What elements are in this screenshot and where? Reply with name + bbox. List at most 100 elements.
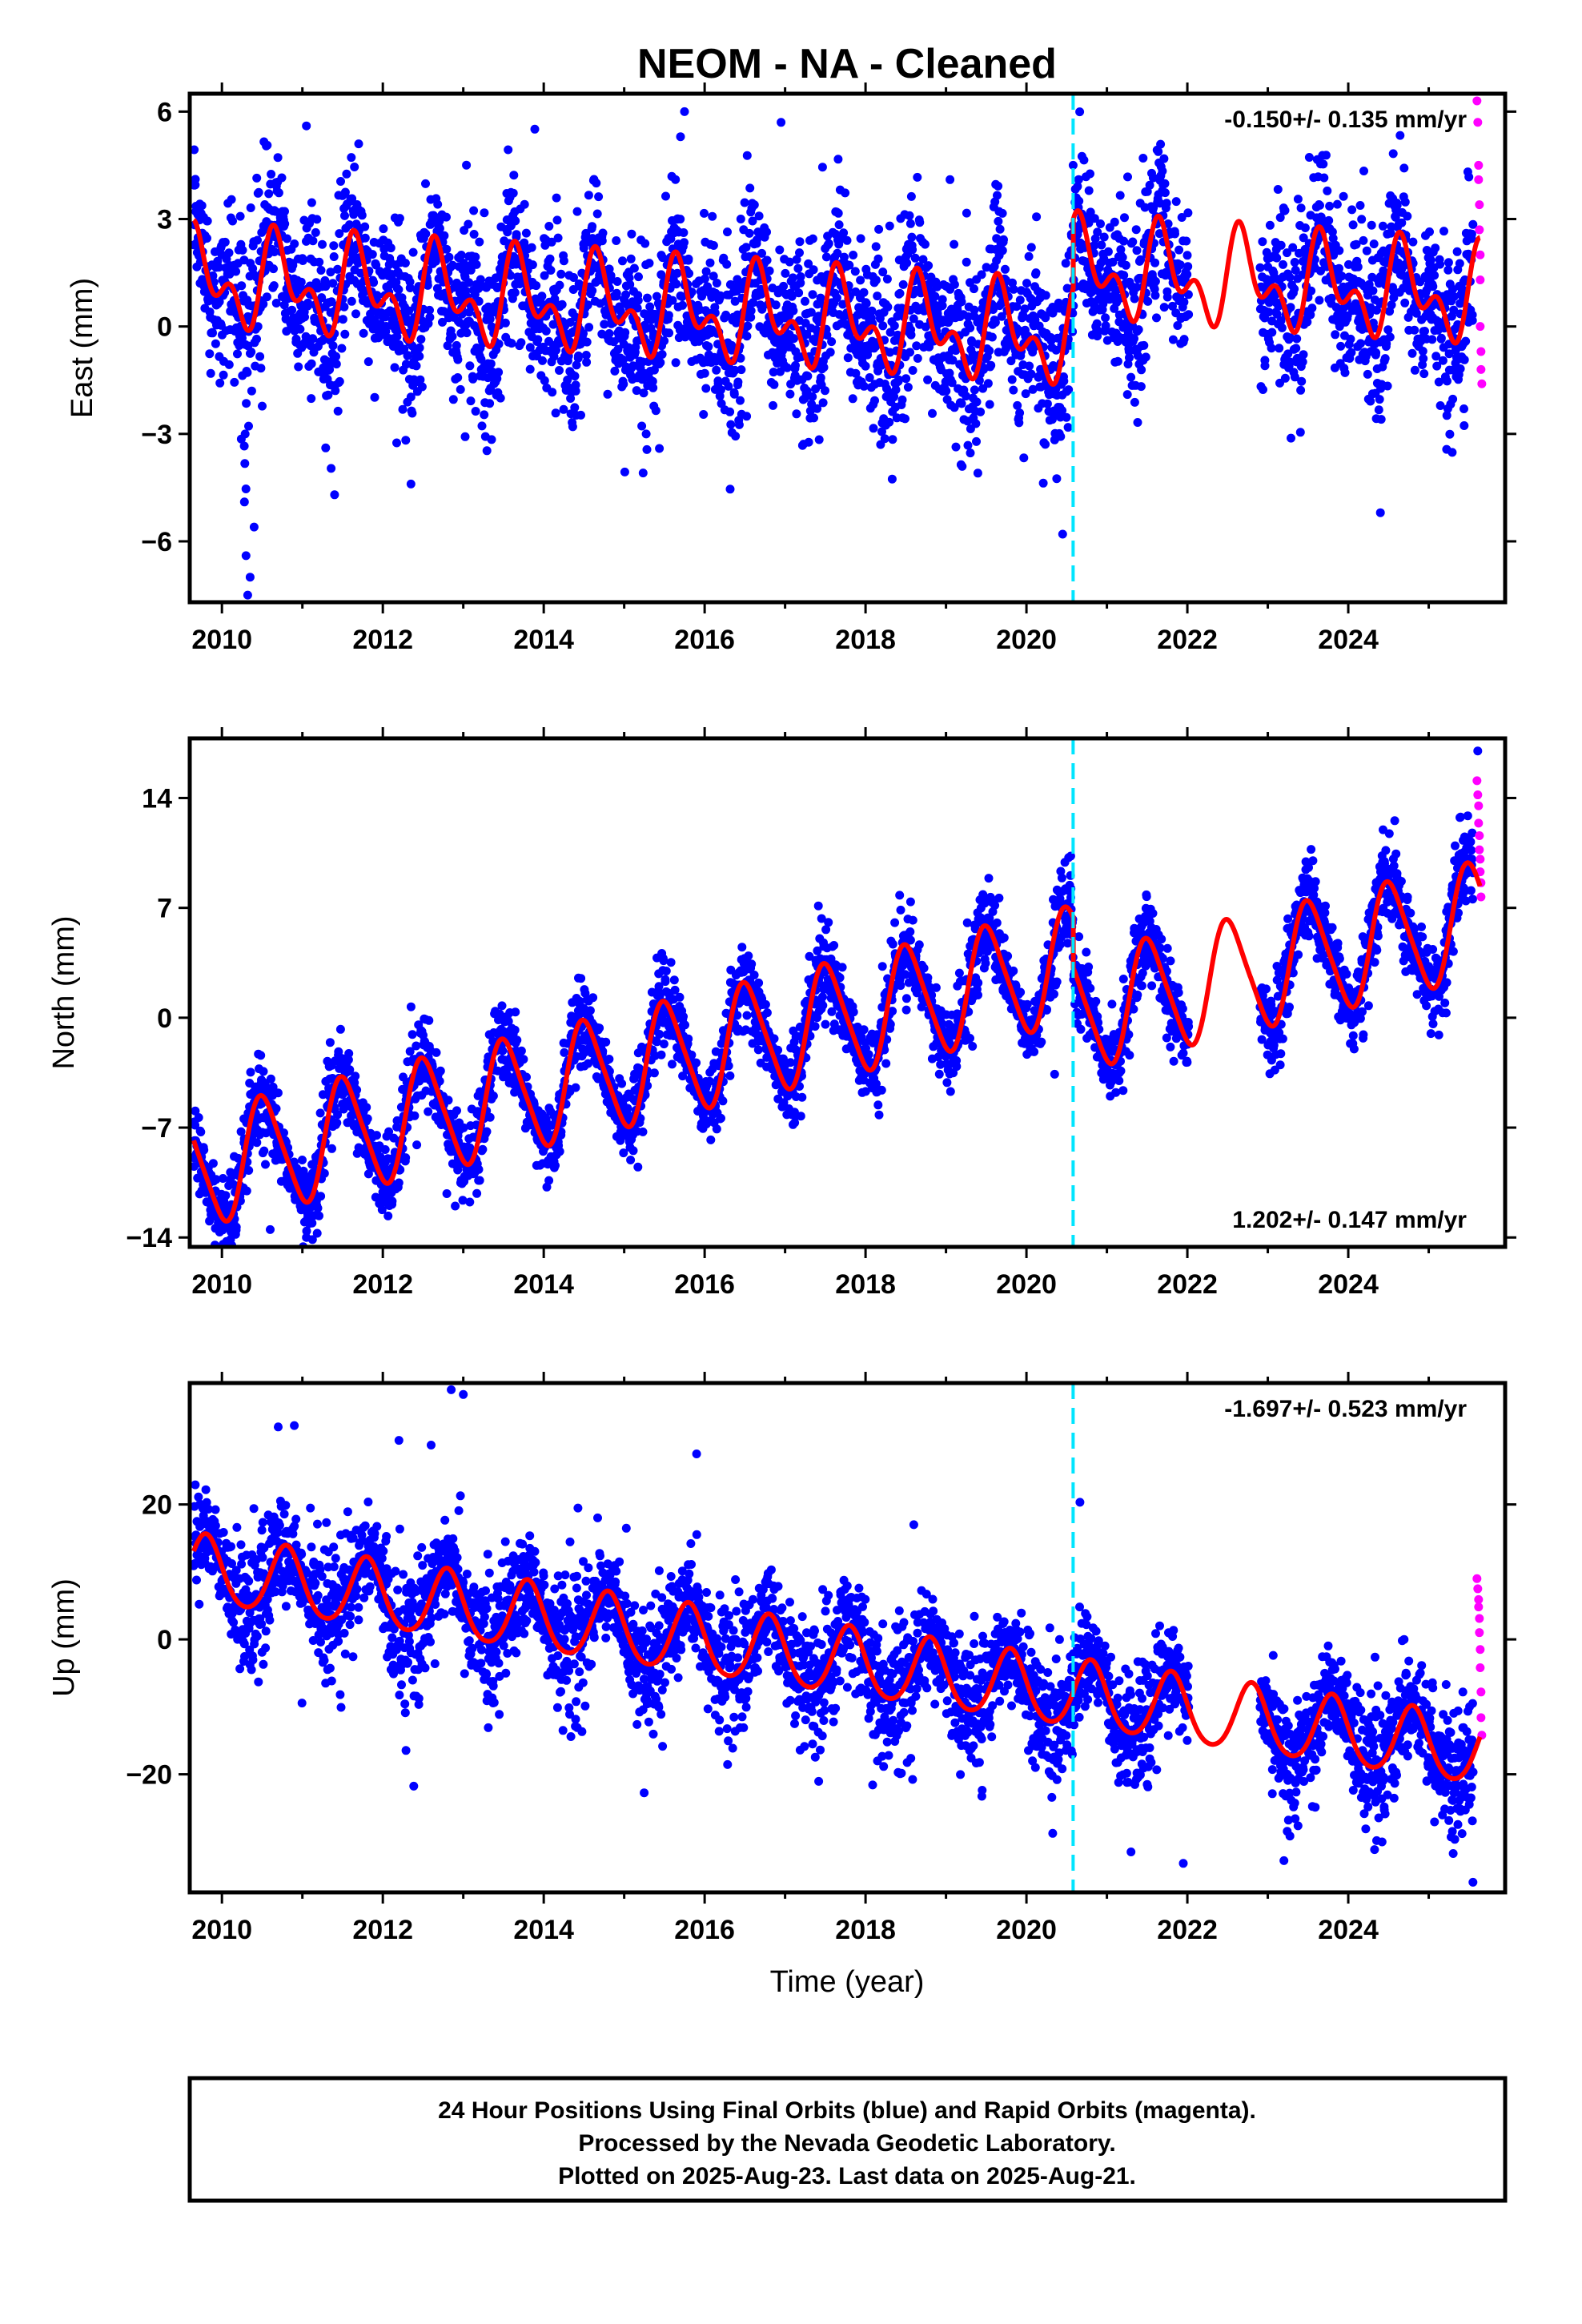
x-tick-label: 2016	[674, 625, 735, 655]
plot-frame	[187, 91, 1508, 605]
x-tick-label: 2010	[191, 625, 252, 655]
rapid-point	[1473, 790, 1483, 800]
x-tick-label: 2024	[1318, 625, 1379, 655]
footer-frame	[187, 2076, 1508, 2203]
x-tick-label: 2014	[513, 625, 574, 655]
y-tick-label: 6	[157, 97, 172, 127]
rapid-point	[1476, 892, 1486, 902]
model-curve	[191, 860, 1483, 1224]
x-tick-label: 2014	[513, 1269, 574, 1300]
rapid-point	[1476, 1663, 1485, 1672]
x-tick-label: 2018	[835, 625, 896, 655]
y-tick-label: 3	[157, 205, 172, 235]
y-axis-label: East (mm)	[66, 278, 99, 418]
rapid-point	[1475, 831, 1484, 841]
x-tick-label: 2016	[674, 1269, 735, 1300]
rapid-point	[1476, 364, 1486, 374]
model-fit	[191, 860, 1483, 1224]
rapid-point	[1472, 96, 1482, 106]
y-tick-label: 20	[142, 1490, 172, 1521]
x-tick-label: 2022	[1157, 625, 1218, 655]
y-tick-label: −20	[126, 1760, 172, 1791]
rapid-point	[1474, 1602, 1484, 1612]
x-tick-label: 2016	[674, 1915, 735, 1945]
velocity-label: -0.150+/- 0.135 mm/yr	[1224, 107, 1467, 133]
rapid-point	[1476, 1687, 1486, 1697]
rapid-point	[1474, 818, 1484, 828]
y-tick-label: −7	[141, 1113, 172, 1144]
x-tick-label: 2010	[191, 1269, 252, 1300]
x-axis: 2010 2012 2014 2016 2018 2020 2022 2024	[191, 1372, 1431, 1945]
y-tick-label: 0	[157, 1625, 172, 1655]
rapid-point	[1476, 1713, 1486, 1723]
x-tick-label: 2018	[835, 1915, 896, 1945]
model-curve	[191, 208, 1483, 387]
north-panel: 2010 2012 2014 2016 2018 2020 2022 2024 −14 −7 0 7 1…	[47, 727, 1516, 1300]
x-tick-label: 2024	[1318, 1915, 1379, 1945]
footer-box: 24 Hour Positions Using Final Orbits (bl…	[187, 2076, 1508, 2203]
plot-frame	[187, 1381, 1508, 1895]
rapid-point	[1472, 1574, 1482, 1583]
rapid-orbit-points	[1472, 1574, 1487, 1740]
rapid-point	[1476, 347, 1486, 356]
y-tick-label: −3	[141, 420, 172, 450]
rapid-point	[1476, 250, 1485, 259]
x-tick-label: 2012	[352, 625, 413, 655]
y-axis-label: North (mm)	[47, 915, 81, 1069]
footer-line-3: Plotted on 2025-Aug-23. Last data on 202…	[558, 2163, 1136, 2189]
y-axis: −6 −3 0 3 6	[141, 97, 1516, 557]
x-axis: 2010 2012 2014 2016 2018 2020 2022 2024	[191, 82, 1431, 655]
x-axis-label: Time (year)	[770, 1965, 925, 1999]
velocity-label: 1.202+/- 0.147 mm/yr	[1232, 1207, 1467, 1233]
y-tick-label: −6	[141, 527, 172, 557]
rapid-orbit-points	[1472, 96, 1487, 388]
rapid-point	[1476, 1645, 1485, 1655]
rapid-point	[1474, 801, 1484, 810]
rapid-point	[1472, 776, 1482, 786]
rapid-point	[1476, 854, 1485, 864]
y-axis: −14 −7 0 7 14	[126, 783, 1516, 1253]
y-axis: −20 0 20	[126, 1490, 1516, 1791]
y-tick-label: 0	[157, 312, 172, 343]
x-tick-label: 2020	[996, 625, 1057, 655]
x-tick-label: 2022	[1157, 1269, 1218, 1300]
rapid-point	[1474, 160, 1484, 170]
rapid-point	[1475, 225, 1484, 235]
x-tick-label: 2020	[996, 1915, 1057, 1945]
east-panel: 2010 2012 2014 2016 2018 2020 2022 2024 −6 −3 0 3 6 E…	[66, 82, 1516, 655]
rapid-point	[1476, 275, 1485, 285]
rapid-point	[1476, 322, 1485, 332]
y-tick-label: −14	[126, 1223, 172, 1253]
y-tick-label: 14	[142, 783, 172, 814]
up-panel: 2010 2012 2014 2016 2018 2020 2022 2024 −20 0 20 Up…	[47, 1372, 1516, 1945]
model-curve	[191, 1531, 1483, 1782]
velocity-label: -1.697+/- 0.523 mm/yr	[1224, 1396, 1467, 1422]
rapid-point	[1475, 1628, 1484, 1638]
rapid-point	[1473, 1584, 1483, 1594]
x-tick-label: 2012	[352, 1915, 413, 1945]
rapid-point	[1474, 1594, 1484, 1604]
rapid-point	[1475, 200, 1484, 210]
footer-line-1: 24 Hour Positions Using Final Orbits (bl…	[438, 2097, 1256, 2124]
x-tick-label: 2020	[996, 1269, 1057, 1300]
x-tick-label: 2018	[835, 1269, 896, 1300]
plot-frame	[187, 736, 1508, 1249]
rapid-point	[1475, 845, 1484, 854]
model-fit	[191, 1531, 1483, 1782]
y-tick-label: 7	[157, 894, 172, 924]
rapid-point	[1474, 175, 1484, 184]
x-tick-label: 2014	[513, 1915, 574, 1945]
model-fit	[191, 208, 1483, 387]
x-axis: 2010 2012 2014 2016 2018 2020 2022 2024	[191, 727, 1431, 1300]
rapid-point	[1477, 379, 1487, 388]
y-axis-label: Up (mm)	[47, 1578, 81, 1697]
x-tick-label: 2010	[191, 1915, 252, 1945]
rapid-point	[1475, 1614, 1484, 1623]
footer-line-2: Processed by the Nevada Geodetic Laborat…	[578, 2130, 1115, 2157]
rapid-point	[1473, 118, 1483, 127]
chart-title: NEOM - NA - Cleaned	[637, 41, 1057, 87]
x-tick-label: 2024	[1318, 1269, 1379, 1300]
x-tick-label: 2012	[352, 1269, 413, 1300]
x-tick-label: 2022	[1157, 1915, 1218, 1945]
